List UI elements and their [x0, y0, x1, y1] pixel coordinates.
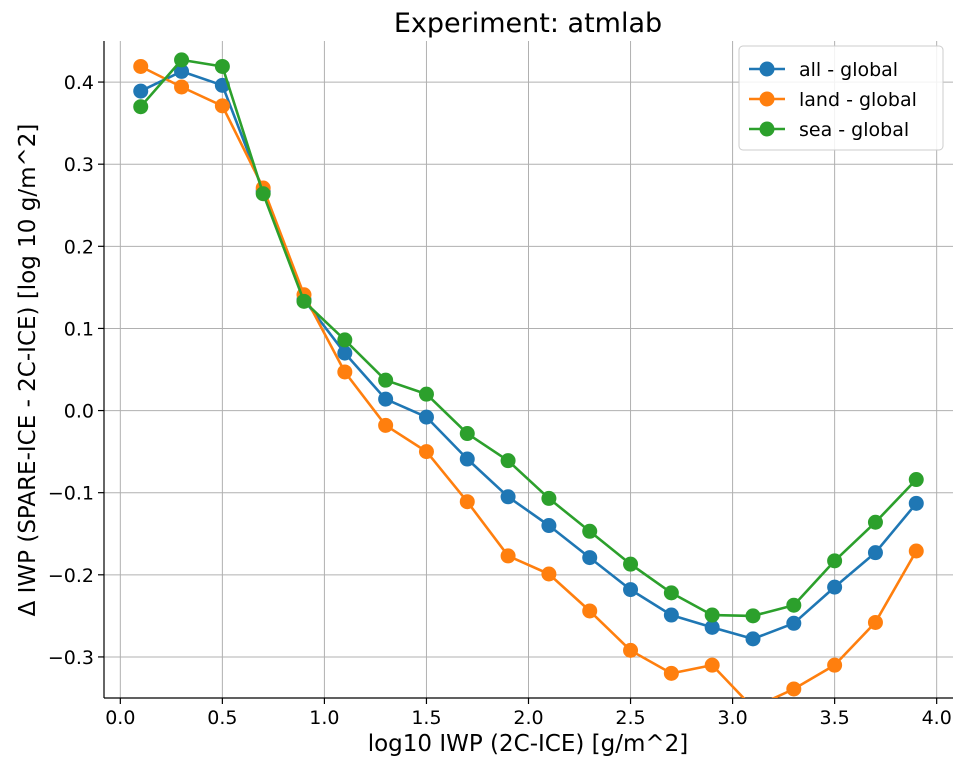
data-point — [541, 518, 557, 534]
data-point — [459, 451, 475, 467]
data-point — [500, 489, 516, 505]
x-tick-label: 3.0 — [717, 707, 747, 729]
legend-item: sea - global — [749, 119, 909, 141]
y-tick-label: 0.4 — [64, 72, 94, 94]
legend-marker — [759, 121, 775, 137]
data-point — [378, 372, 394, 388]
x-tick-label: 1.5 — [411, 707, 441, 729]
data-point — [745, 631, 761, 647]
data-point — [582, 550, 598, 566]
data-point — [663, 585, 679, 601]
legend: all - global land - global sea - global — [738, 45, 944, 151]
x-tick-label: 3.5 — [820, 707, 850, 729]
data-point — [133, 99, 149, 115]
data-point — [704, 619, 720, 635]
data-point — [908, 543, 924, 559]
data-point — [786, 681, 802, 697]
y-tick-label: −0.3 — [48, 647, 94, 669]
data-point — [133, 58, 149, 74]
data-point — [418, 409, 434, 425]
data-point — [786, 615, 802, 631]
data-point — [378, 391, 394, 407]
data-point — [174, 63, 190, 79]
data-point — [786, 597, 802, 613]
data-point — [867, 514, 883, 530]
data-point — [908, 472, 924, 488]
data-point — [663, 665, 679, 681]
data-point — [582, 523, 598, 539]
data-point — [745, 608, 761, 624]
chart-title: Experiment: atmlab — [394, 8, 662, 39]
data-point — [704, 657, 720, 673]
data-point — [174, 79, 190, 95]
legend-item: land - global — [749, 89, 917, 111]
legend-label: all - global — [799, 59, 898, 81]
y-tick-label: 0.0 — [64, 401, 94, 423]
data-point — [459, 426, 475, 442]
legend-label: sea - global — [799, 119, 909, 141]
data-point — [745, 700, 760, 715]
legend-label: land - global — [799, 89, 917, 111]
series-layer — [133, 52, 924, 715]
legend-marker — [759, 91, 775, 107]
data-point — [337, 345, 353, 361]
data-point — [133, 83, 149, 99]
data-point — [500, 548, 516, 564]
data-point — [827, 553, 843, 569]
data-point — [663, 607, 679, 623]
x-tick-label: 4.0 — [922, 707, 952, 729]
data-point — [623, 582, 639, 598]
data-point — [867, 545, 883, 561]
x-axis-title: log10 IWP (2C-ICE) [g/m^2] — [368, 731, 689, 757]
data-point — [827, 579, 843, 595]
data-point — [704, 607, 720, 623]
data-point — [908, 495, 924, 511]
data-point — [418, 444, 434, 460]
data-point — [827, 657, 843, 673]
y-axis-ticks: −0.3 −0.2 −0.1 0.0 0.1 0.2 0.3 0.4 — [48, 72, 104, 669]
x-tick-label: 0.0 — [105, 707, 135, 729]
y-tick-label: 0.3 — [64, 154, 94, 176]
data-point — [541, 490, 557, 506]
y-axis-title: Δ IWP (SPARE-ICE - 2C-ICE) [log 10 g/m^2… — [15, 124, 41, 617]
data-point — [582, 603, 598, 619]
data-point — [459, 494, 475, 510]
y-tick-label: −0.2 — [48, 565, 94, 587]
x-axis-ticks: 0.0 0.5 1.0 1.5 2.0 2.5 3.0 3.5 4.0 — [105, 698, 952, 729]
data-point — [255, 186, 271, 202]
legend-box — [738, 45, 944, 151]
legend-item: all - global — [749, 59, 898, 81]
data-point — [623, 556, 639, 572]
data-point — [214, 58, 230, 74]
legend-marker — [759, 61, 775, 77]
data-point — [214, 98, 230, 114]
x-tick-label: 2.0 — [513, 707, 543, 729]
data-point — [541, 566, 557, 582]
y-tick-label: 0.2 — [64, 236, 94, 258]
data-point — [337, 364, 353, 380]
x-tick-label: 0.5 — [207, 707, 237, 729]
x-tick-label: 1.0 — [309, 707, 339, 729]
data-point — [623, 642, 639, 658]
series-3 — [133, 52, 924, 624]
data-point — [378, 417, 394, 433]
data-point — [296, 293, 312, 309]
data-point — [500, 453, 516, 469]
data-point — [174, 52, 190, 68]
x-tick-label: 2.5 — [615, 707, 645, 729]
data-point — [867, 614, 883, 630]
data-point — [337, 332, 353, 348]
y-tick-label: 0.1 — [64, 318, 94, 340]
data-point — [418, 386, 434, 402]
series-line — [140, 65, 918, 698]
y-tick-label: −0.1 — [48, 483, 94, 505]
grid-lines — [104, 41, 953, 698]
